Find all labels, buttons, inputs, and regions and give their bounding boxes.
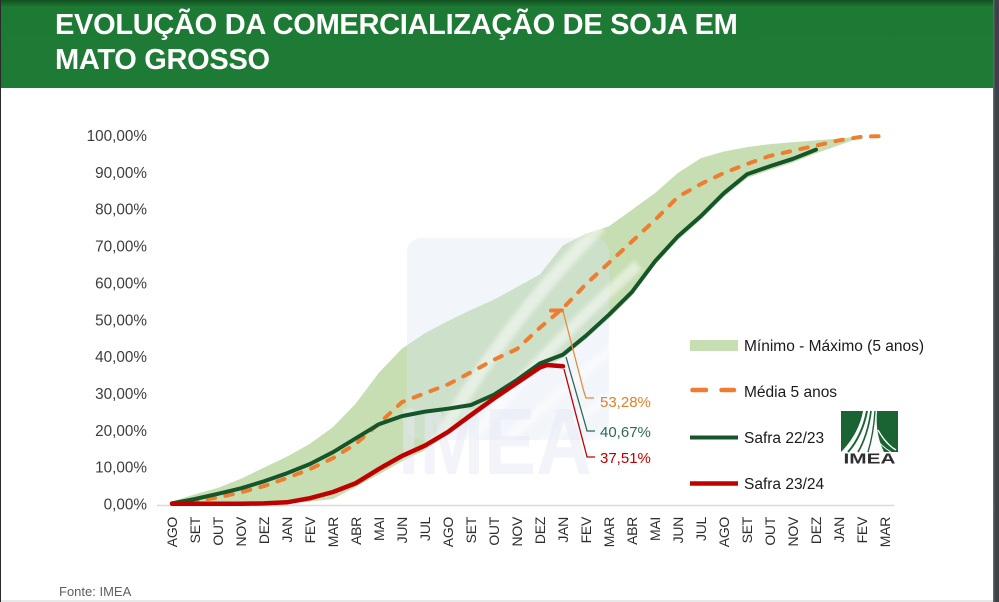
svg-text:FEV: FEV <box>578 516 594 543</box>
svg-text:OUT: OUT <box>210 516 226 545</box>
svg-text:MAI: MAI <box>647 517 663 541</box>
svg-text:37,51%: 37,51% <box>600 450 651 467</box>
svg-text:JUN: JUN <box>670 517 686 543</box>
svg-text:IMEA: IMEA <box>844 452 897 468</box>
svg-text:OUT: OUT <box>762 516 778 545</box>
svg-text:20,00%: 20,00% <box>95 423 147 440</box>
svg-text:53,28%: 53,28% <box>600 394 651 411</box>
svg-text:90,00%: 90,00% <box>95 165 147 182</box>
svg-text:100,00%: 100,00% <box>87 128 148 145</box>
svg-text:SET: SET <box>739 516 755 543</box>
svg-text:50,00%: 50,00% <box>95 312 147 329</box>
svg-text:JAN: JAN <box>279 517 295 543</box>
svg-text:MAI: MAI <box>371 517 387 541</box>
svg-text:JAN: JAN <box>831 517 847 543</box>
svg-text:MAR: MAR <box>877 517 893 547</box>
svg-text:NOV: NOV <box>509 516 525 546</box>
svg-text:10,00%: 10,00% <box>95 460 147 477</box>
svg-text:AGO: AGO <box>164 517 180 548</box>
svg-text:NOV: NOV <box>233 516 249 546</box>
svg-text:40,00%: 40,00% <box>95 349 147 366</box>
svg-text:NOV: NOV <box>785 516 801 546</box>
svg-text:60,00%: 60,00% <box>95 275 147 292</box>
svg-text:AGO: AGO <box>716 517 732 548</box>
svg-text:AGO: AGO <box>440 517 456 548</box>
svg-text:30,00%: 30,00% <box>95 386 147 403</box>
svg-text:SET: SET <box>463 516 479 543</box>
svg-text:ABR: ABR <box>348 517 364 545</box>
svg-text:FEV: FEV <box>302 516 318 543</box>
svg-text:SET: SET <box>187 516 203 543</box>
svg-text:40,67%: 40,67% <box>600 424 651 441</box>
svg-text:Safra 22/23: Safra 22/23 <box>744 430 824 447</box>
svg-text:OUT: OUT <box>486 516 502 545</box>
svg-text:JUL: JUL <box>417 516 433 541</box>
svg-text:MAR: MAR <box>601 517 617 547</box>
svg-text:80,00%: 80,00% <box>95 202 147 219</box>
svg-text:DEZ: DEZ <box>532 516 548 544</box>
svg-text:70,00%: 70,00% <box>95 239 147 256</box>
svg-text:Média 5 anos: Média 5 anos <box>744 384 837 401</box>
svg-text:MAR: MAR <box>325 517 341 547</box>
svg-text:JUL: JUL <box>693 516 709 541</box>
svg-text:DEZ: DEZ <box>256 516 272 544</box>
svg-text:Safra 23/24: Safra 23/24 <box>744 476 825 493</box>
svg-text:FEV: FEV <box>854 516 870 543</box>
svg-text:DEZ: DEZ <box>808 516 824 544</box>
svg-text:JAN: JAN <box>555 517 571 543</box>
svg-text:0,00%: 0,00% <box>104 497 148 514</box>
svg-text:Mínimo - Máximo (5 anos): Mínimo - Máximo (5 anos) <box>744 338 924 355</box>
svg-text:JUN: JUN <box>394 517 410 543</box>
svg-text:ABR: ABR <box>624 517 640 545</box>
